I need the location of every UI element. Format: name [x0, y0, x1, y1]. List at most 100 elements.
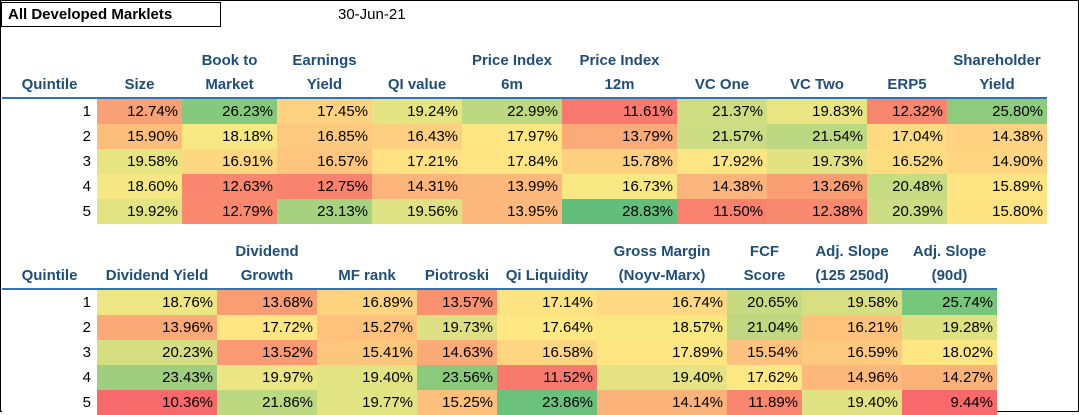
data-cell[interactable]: 19.40%: [597, 364, 727, 390]
data-cell[interactable]: 17.04%: [867, 123, 947, 149]
data-cell[interactable]: 14.14%: [597, 389, 727, 415]
data-cell[interactable]: 18.60%: [97, 173, 182, 199]
data-cell[interactable]: 12.63%: [182, 173, 277, 199]
data-cell[interactable]: 19.58%: [97, 148, 182, 174]
data-cell[interactable]: 11.89%: [727, 389, 802, 415]
data-cell[interactable]: 21.37%: [677, 98, 767, 124]
data-cell[interactable]: 19.40%: [317, 364, 417, 390]
data-cell[interactable]: 19.83%: [767, 98, 867, 124]
data-cell[interactable]: 14.27%: [902, 364, 997, 390]
data-cell[interactable]: 19.77%: [317, 389, 417, 415]
data-cell[interactable]: 11.50%: [677, 198, 767, 224]
data-cell[interactable]: 11.61%: [562, 98, 677, 124]
data-cell[interactable]: 21.57%: [677, 123, 767, 149]
data-cell[interactable]: 19.92%: [97, 198, 182, 224]
data-cell[interactable]: 17.84%: [462, 148, 562, 174]
data-cell[interactable]: 17.45%: [277, 98, 372, 124]
data-cell[interactable]: 15.25%: [417, 389, 497, 415]
data-cell[interactable]: 12.32%: [867, 98, 947, 124]
data-cell[interactable]: 12.38%: [767, 198, 867, 224]
column-header: Price Index 12m: [562, 49, 677, 99]
data-cell[interactable]: 17.72%: [217, 314, 317, 340]
data-cell[interactable]: 19.73%: [767, 148, 867, 174]
data-cell[interactable]: 17.92%: [677, 148, 767, 174]
data-cell[interactable]: 16.52%: [867, 148, 947, 174]
data-cell[interactable]: 16.85%: [277, 123, 372, 149]
data-cell[interactable]: 15.78%: [562, 148, 677, 174]
table-row: 4 18.60% 12.63% 12.75% 14.31% 13.99% 16.73% 14.…: [2, 173, 1047, 199]
data-cell[interactable]: 15.90%: [97, 123, 182, 149]
data-cell[interactable]: 10.36%: [97, 389, 217, 415]
data-cell[interactable]: 19.56%: [372, 198, 462, 224]
data-cell[interactable]: 13.68%: [217, 289, 317, 315]
data-cell[interactable]: 19.73%: [417, 314, 497, 340]
data-cell[interactable]: 16.74%: [597, 289, 727, 315]
data-cell[interactable]: 11.52%: [497, 364, 597, 390]
data-cell[interactable]: 12.74%: [97, 98, 182, 124]
data-cell[interactable]: 16.43%: [372, 123, 462, 149]
data-cell[interactable]: 12.75%: [277, 173, 372, 199]
data-cell[interactable]: 16.58%: [497, 339, 597, 365]
data-cell[interactable]: 18.18%: [182, 123, 277, 149]
data-cell[interactable]: 22.99%: [462, 98, 562, 124]
data-cell[interactable]: 9.44%: [902, 389, 997, 415]
data-cell[interactable]: 15.41%: [317, 339, 417, 365]
data-cell[interactable]: 19.24%: [372, 98, 462, 124]
data-cell[interactable]: 16.59%: [802, 339, 902, 365]
data-cell[interactable]: 20.48%: [867, 173, 947, 199]
data-cell[interactable]: 19.97%: [217, 364, 317, 390]
data-cell[interactable]: 19.58%: [802, 289, 902, 315]
data-cell[interactable]: 14.38%: [947, 123, 1047, 149]
data-cell[interactable]: 20.23%: [97, 339, 217, 365]
data-cell[interactable]: 17.21%: [372, 148, 462, 174]
data-cell[interactable]: 23.56%: [417, 364, 497, 390]
data-cell[interactable]: 14.38%: [677, 173, 767, 199]
data-cell[interactable]: 16.89%: [317, 289, 417, 315]
data-cell[interactable]: 23.43%: [97, 364, 217, 390]
data-cell[interactable]: 17.62%: [727, 364, 802, 390]
data-cell[interactable]: 16.73%: [562, 173, 677, 199]
data-cell[interactable]: 14.63%: [417, 339, 497, 365]
data-cell[interactable]: 23.13%: [277, 198, 372, 224]
data-cell[interactable]: 13.57%: [417, 289, 497, 315]
column-header-line: Adj. Slope: [815, 243, 889, 260]
data-cell[interactable]: 18.57%: [597, 314, 727, 340]
data-cell[interactable]: 17.14%: [497, 289, 597, 315]
data-cell[interactable]: 25.80%: [947, 98, 1047, 124]
data-cell[interactable]: 21.54%: [767, 123, 867, 149]
data-cell[interactable]: 18.02%: [902, 339, 997, 365]
data-cell[interactable]: 19.28%: [902, 314, 997, 340]
data-cell[interactable]: 16.57%: [277, 148, 372, 174]
data-cell[interactable]: 16.21%: [802, 314, 902, 340]
data-cell[interactable]: 15.27%: [317, 314, 417, 340]
data-cell[interactable]: 14.31%: [372, 173, 462, 199]
data-cell[interactable]: 17.64%: [497, 314, 597, 340]
data-cell[interactable]: 14.96%: [802, 364, 902, 390]
data-cell[interactable]: 17.97%: [462, 123, 562, 149]
data-cell[interactable]: 13.26%: [767, 173, 867, 199]
column-header-line: Qi Liquidity: [505, 267, 589, 284]
data-cell[interactable]: 13.52%: [217, 339, 317, 365]
data-cell[interactable]: 28.83%: [562, 198, 677, 224]
data-cell[interactable]: 21.04%: [727, 314, 802, 340]
data-cell[interactable]: 13.95%: [462, 198, 562, 224]
data-cell[interactable]: 19.40%: [802, 389, 902, 415]
data-cell[interactable]: 21.86%: [217, 389, 317, 415]
data-cell[interactable]: 13.99%: [462, 173, 562, 199]
data-cell[interactable]: 12.79%: [182, 198, 277, 224]
data-cell[interactable]: 26.23%: [182, 98, 277, 124]
data-cell[interactable]: 15.54%: [727, 339, 802, 365]
data-cell[interactable]: 20.65%: [727, 289, 802, 315]
data-cell[interactable]: 13.96%: [97, 314, 217, 340]
data-cell[interactable]: 18.76%: [97, 289, 217, 315]
data-cell[interactable]: 13.79%: [562, 123, 677, 149]
data-cell[interactable]: 15.80%: [947, 198, 1047, 224]
data-cell[interactable]: 15.89%: [947, 173, 1047, 199]
quintile-number: 4: [2, 364, 97, 390]
data-cell[interactable]: 16.91%: [182, 148, 277, 174]
data-cell[interactable]: 20.39%: [867, 198, 947, 224]
data-cell[interactable]: 25.74%: [902, 289, 997, 315]
data-cell[interactable]: 14.90%: [947, 148, 1047, 174]
data-cell[interactable]: 23.86%: [497, 389, 597, 415]
data-cell[interactable]: 17.89%: [597, 339, 727, 365]
